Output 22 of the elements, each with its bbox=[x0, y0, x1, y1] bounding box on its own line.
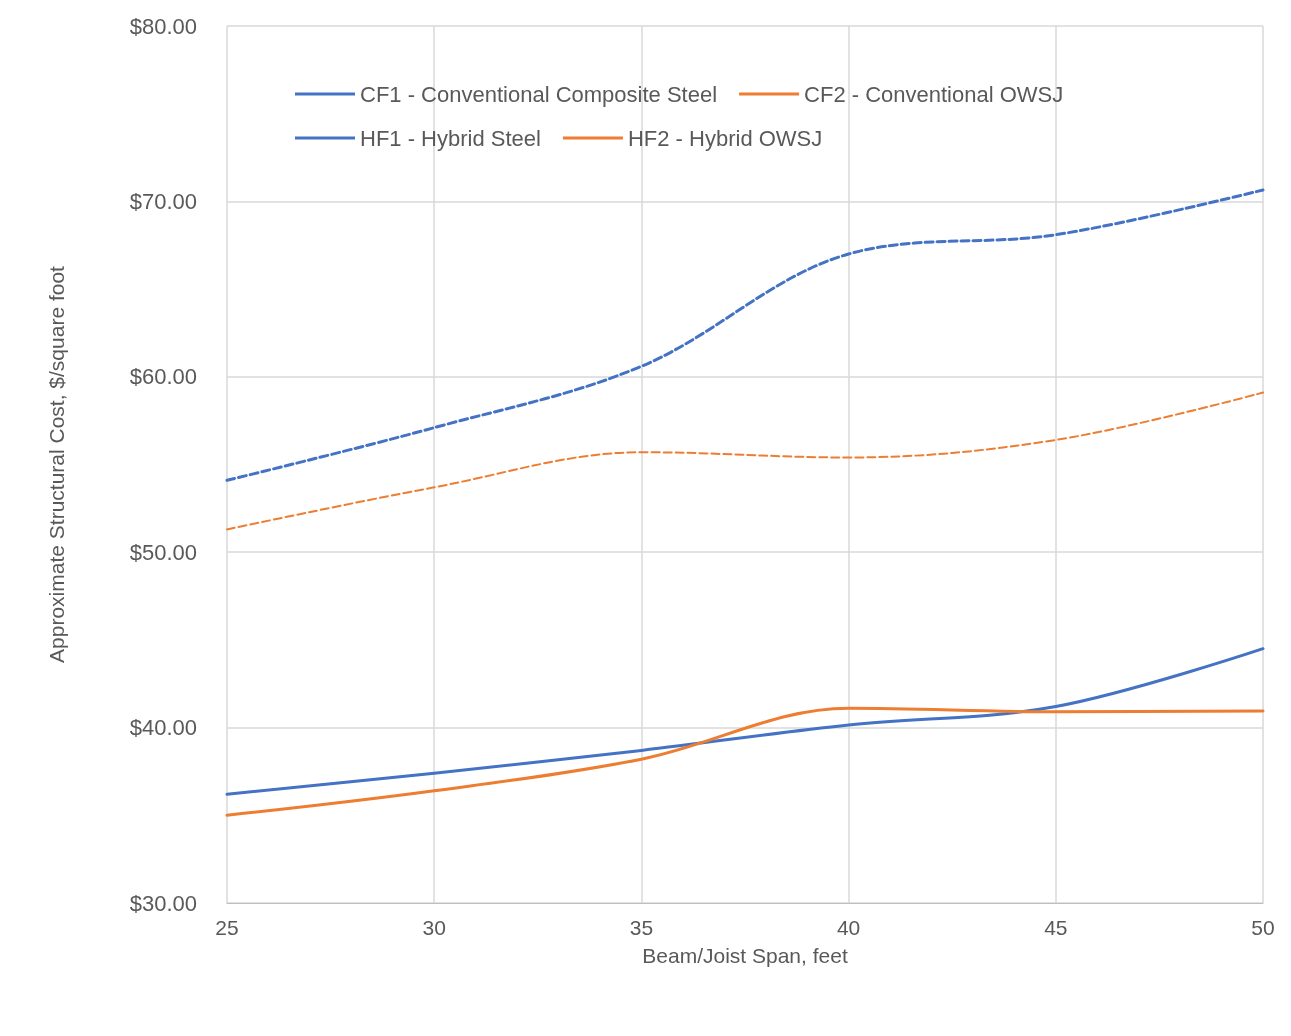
y-axis-title: Approximate Structural Cost, $/square foot bbox=[45, 265, 68, 663]
x-tick-label: 30 bbox=[422, 916, 446, 939]
legend-label: HF1 - Hybrid Steel bbox=[360, 125, 541, 151]
x-tick-label: 50 bbox=[1251, 916, 1275, 939]
x-tick-label: 35 bbox=[629, 916, 654, 939]
y-tick-label: $30.00 bbox=[129, 890, 197, 916]
x-tick-label: 25 bbox=[215, 916, 239, 939]
y-tick-label: $50.00 bbox=[129, 539, 197, 565]
y-tick-label: $60.00 bbox=[129, 364, 197, 390]
legend-label: HF2 - Hybrid OWSJ bbox=[627, 125, 823, 151]
line-series bbox=[225, 188, 1265, 482]
x-tick-label: 40 bbox=[836, 916, 861, 939]
legend-label: CF2 - Conventional OWSJ bbox=[804, 81, 1064, 107]
line-series bbox=[226, 391, 1264, 531]
y-tick-label: $70.00 bbox=[129, 188, 197, 214]
line-series bbox=[225, 647, 1265, 796]
legend-label: CF1 - Conventional Composite Steel bbox=[360, 81, 718, 107]
y-tick-label: $80.00 bbox=[129, 13, 197, 39]
y-tick-label: $40.00 bbox=[129, 715, 197, 741]
line-series bbox=[225, 706, 1265, 817]
x-axis-title: Beam/Joist Span, feet bbox=[642, 944, 848, 967]
x-tick-label: 45 bbox=[1044, 916, 1068, 939]
